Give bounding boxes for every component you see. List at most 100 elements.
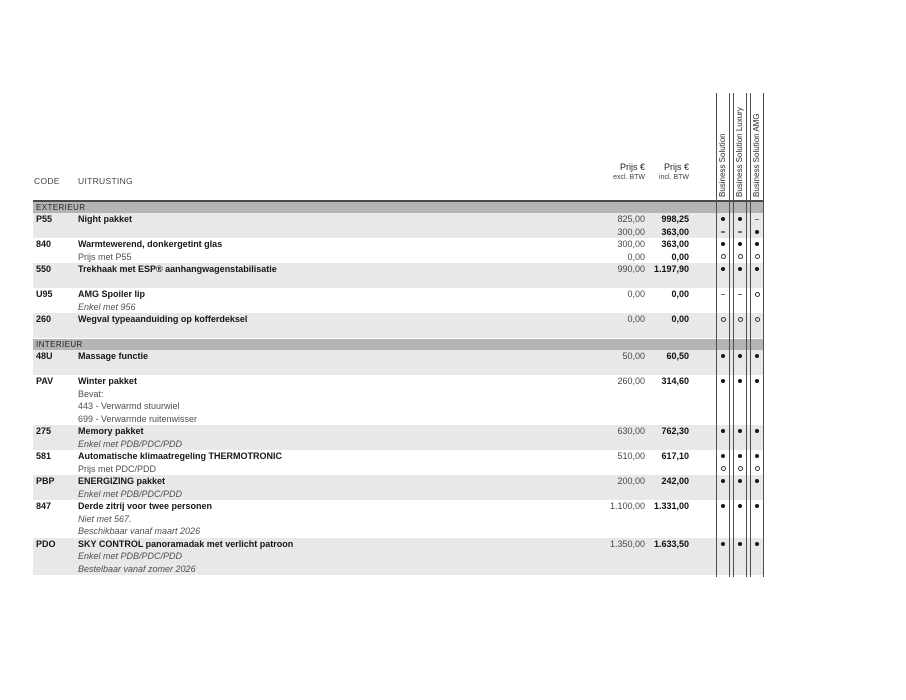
price-incl-value: 0,00 — [671, 314, 689, 324]
price-excl-value: 630,00 — [617, 426, 645, 436]
option-row: PDO SKY CONTROL panoramadak met verlicht … — [33, 537, 763, 576]
availability-cell — [750, 226, 764, 239]
price-incl-value: 0,00 — [671, 289, 689, 299]
option-note: Enkel met PDB/PDC/PDD — [78, 438, 183, 449]
availability-cell — [733, 538, 747, 551]
availability-cell — [733, 500, 747, 513]
circle-icon — [720, 254, 726, 260]
options-table: EXTERIEUR P55 Night pakket 825,00 998,25 300,… — [33, 201, 763, 576]
circle-icon — [737, 466, 743, 472]
uitrusting-column-header: UITRUSTING — [78, 176, 133, 186]
option-row-line: Enkel met PDB/PDC/PDD — [33, 550, 763, 563]
dot-icon — [755, 541, 759, 546]
option-note: Beschikbaar vanaf maart 2026 — [78, 526, 201, 536]
option-row-line: Enkel met PDB/PDC/PDD — [33, 438, 763, 451]
option-row-line: 840 Warmtewerend, donkergetint glas 300,00… — [33, 238, 763, 251]
availability-cell — [750, 500, 764, 513]
option-code: P55 — [36, 214, 53, 224]
option-note: Bestelbaar vanaf zomer 2026 — [78, 563, 196, 574]
option-row: PBP ENERGIZING pakket 200,00 242,00 Enkel me… — [33, 475, 763, 500]
availability-cell — [733, 375, 747, 388]
option-note: Enkel met PDB/PDC/PDD — [78, 488, 183, 499]
price-excl-value: 825,00 — [617, 214, 645, 224]
option-row-line: 550 Trekhaak met ESP® aanhangwagenstabili… — [33, 263, 763, 276]
option-row-line: 443 - Verwarmd stuurwiel — [33, 400, 763, 413]
dash-icon — [738, 231, 742, 233]
availability-cell — [716, 288, 730, 301]
option-row: PAV Winter pakket 260,00 314,60 Bevat: 443 - … — [33, 375, 763, 425]
price-incl-value: 0,00 — [671, 251, 689, 262]
option-title: Night pakket — [78, 214, 133, 224]
circle-icon — [754, 316, 760, 322]
dot-icon — [755, 229, 759, 234]
option-row-line: 48U Massage functie 50,00 60,50 — [33, 350, 763, 363]
option-row-line: 699 - Verwarmde ruitenwisser — [33, 413, 763, 426]
availability-cell — [733, 463, 747, 476]
availability-cell — [733, 251, 747, 264]
dash-icon — [721, 231, 725, 233]
availability-cell — [750, 313, 764, 326]
dot-icon — [721, 429, 725, 434]
dot-icon — [738, 379, 742, 384]
option-row-line: P55 Night pakket 825,00 998,25 — [33, 213, 763, 226]
option-code: 847 — [36, 501, 52, 511]
dot-icon — [721, 479, 725, 484]
option-title: Warmtewerend, donkergetint glas — [78, 239, 223, 249]
price-incl-value: 998,25 — [661, 214, 689, 224]
dot-icon — [738, 479, 742, 484]
circle-icon — [754, 254, 760, 260]
option-code: 48U — [36, 351, 53, 361]
availability-cell — [750, 238, 764, 251]
option-code: PBP — [36, 476, 55, 486]
option-row-line: Prijs met P55 0,00 0,00 — [33, 251, 763, 264]
price-incl-value: 60,50 — [666, 351, 689, 361]
option-row: 275 Memory pakket 630,00 762,30 Enkel met PD… — [33, 425, 763, 450]
option-row-line: Bestelbaar vanaf zomer 2026 — [33, 563, 763, 576]
price-excl-value: 1.350,00 — [609, 538, 645, 549]
dot-icon — [738, 242, 742, 247]
availability-cell — [716, 463, 730, 476]
availability-cell — [716, 263, 730, 276]
option-row-line: 275 Memory pakket 630,00 762,30 — [33, 425, 763, 438]
option-row-line: Prijs met PDC/PDD — [33, 463, 763, 476]
availability-cell — [716, 425, 730, 438]
option-title: AMG Spoiler lip — [78, 289, 146, 299]
business-solution-amg-column-label: Business Solution AMG — [752, 113, 761, 197]
dot-icon — [755, 454, 759, 459]
dash-icon — [721, 293, 725, 295]
option-row: 550 Trekhaak met ESP® aanhangwagenstabili… — [33, 263, 763, 288]
dot-icon — [738, 267, 742, 272]
availability-cell — [750, 375, 764, 388]
option-row: P55 Night pakket 825,00 998,25 300,00 363,00 — [33, 213, 763, 238]
option-code: PAV — [36, 376, 54, 386]
option-title: Wegval typeaanduiding op kofferdeksel — [78, 314, 248, 324]
circle-icon — [720, 316, 726, 322]
option-row-line: 300,00 363,00 — [33, 226, 763, 239]
option-row-line: PBP ENERGIZING pakket 200,00 242,00 — [33, 475, 763, 488]
option-row-line: U95 AMG Spoiler lip 0,00 0,00 — [33, 288, 763, 301]
option-row: 581 Automatische klimaatregeling THERMOTR… — [33, 450, 763, 475]
business-solution-column-label: Business Solution — [718, 133, 727, 197]
availability-cell — [733, 450, 747, 463]
availability-cell — [716, 375, 730, 388]
availability-cell — [716, 538, 730, 551]
price-excl-value: 510,00 — [617, 451, 645, 461]
option-row-line: Bevat: — [33, 388, 763, 401]
option-code: 275 — [36, 426, 52, 436]
dash-icon — [738, 293, 742, 295]
dot-icon — [721, 379, 725, 384]
option-title: SKY CONTROL panoramadak met verlicht pat… — [78, 538, 294, 549]
option-row-line: Enkel met 956 — [33, 301, 763, 314]
price-incl-value: 242,00 — [661, 476, 689, 486]
price-excl-value: 0,00 — [627, 251, 645, 262]
availability-cell — [716, 213, 730, 226]
availability-cell — [733, 226, 747, 239]
availability-cell — [716, 251, 730, 264]
dot-icon — [755, 429, 759, 434]
option-row-line: 260 Wegval typeaanduiding op kofferdeksel… — [33, 313, 763, 326]
availability-cell — [750, 213, 764, 226]
availability-cell — [733, 288, 747, 301]
option-row: 847 Derde zitrij voor twee personen 1.100,… — [33, 500, 763, 538]
circle-icon — [737, 254, 743, 260]
